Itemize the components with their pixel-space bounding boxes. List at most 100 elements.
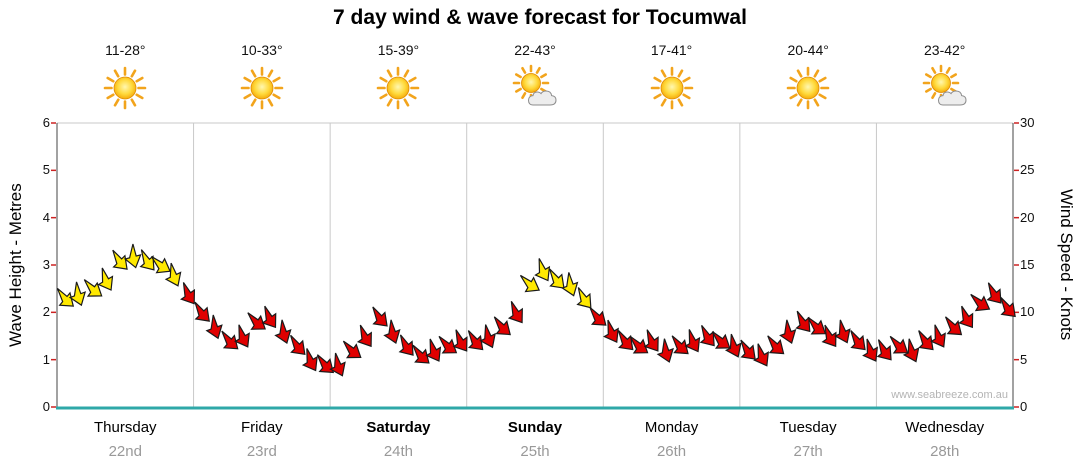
sun-icon [650, 66, 693, 110]
day-label-saturday: Saturday [366, 419, 431, 436]
wind-arrow [301, 348, 318, 372]
wind-arrow [1000, 296, 1016, 318]
wind-arrow [247, 312, 266, 330]
left-axis-tick-label-6: 6 [42, 115, 50, 130]
wind-arrow [493, 316, 511, 336]
left-axis-tick-label-2: 2 [42, 304, 50, 320]
wind-arrow [356, 324, 372, 348]
day-label-friday: Friday [241, 419, 283, 436]
wind-arrow [643, 329, 659, 352]
wind-arrow [656, 338, 674, 363]
wind-arrow [316, 354, 335, 374]
wind-arrow [958, 305, 974, 329]
wind-arrow [779, 319, 797, 345]
wind-arrow [807, 316, 827, 335]
wind-arrow [740, 339, 756, 360]
wind-arrow [507, 300, 523, 324]
day-label-wednesday: Wednesday [905, 419, 985, 436]
wind-arrow [561, 272, 579, 297]
wind-arrow [629, 335, 649, 354]
right-axis-tick-label-10: 10 [1020, 304, 1035, 320]
watermark: www.seabreeze.com.au [891, 389, 1008, 401]
date-label-wednesday: 28th [930, 443, 960, 460]
wind-arrow [452, 329, 468, 352]
left-axis-tick-label-0: 0 [42, 399, 50, 414]
wind-arrow [617, 330, 634, 351]
right-axis-tick-label-20: 20 [1020, 209, 1035, 225]
left-axis-tick-label-3: 3 [42, 257, 50, 272]
wind-arrow [194, 301, 210, 322]
wind-arrow [902, 338, 920, 363]
right-axis-title: Wind Speed - Knots [1057, 189, 1076, 341]
date-label-sunday: 25th [520, 443, 550, 460]
sun-icon [103, 66, 147, 110]
wind-arrow [438, 335, 458, 354]
wind-arrow [164, 262, 182, 287]
date-label-thursday: 22nd [108, 443, 142, 460]
date-label-tuesday: 27th [793, 443, 823, 460]
wind-arrow [671, 335, 689, 355]
wind-arrow [945, 316, 963, 336]
sun-icon [240, 66, 284, 110]
wind-arrow [699, 325, 715, 347]
wind-arrow [179, 282, 196, 305]
left-axis-tick-label-1: 1 [42, 351, 50, 367]
temp-range-thursday: 11-28° [105, 42, 146, 58]
date-label-friday: 23rd [246, 443, 277, 460]
wind-arrow [930, 324, 946, 348]
day-label-sunday: Sunday [507, 419, 563, 436]
wind-arrow [589, 306, 607, 326]
temp-range-sunday: 22-43° [514, 42, 556, 58]
wind-arrow [684, 329, 701, 353]
left-axis-tick-label-4: 4 [42, 209, 50, 225]
sun-icon [377, 66, 420, 110]
temp-range-saturday: 15-39° [377, 42, 420, 58]
wind-arrow [862, 338, 878, 362]
wind-arrow [519, 274, 541, 293]
wind-arrow [274, 319, 292, 345]
date-label-saturday: 24th [383, 443, 414, 460]
wind-arrow [467, 330, 484, 351]
wind-arrow [876, 339, 892, 361]
wind-arrow [139, 249, 155, 271]
wind-arrow [795, 310, 811, 333]
wind-arrow [412, 344, 430, 364]
wind-arrow [383, 319, 401, 345]
wind-arrow [724, 333, 742, 358]
wind-arrow [970, 293, 991, 312]
wind-arrow [918, 330, 934, 351]
wind-arrow [603, 319, 619, 344]
left-axis-tick-label-5: 5 [42, 162, 50, 178]
day-label-monday: Monday [644, 419, 699, 436]
wind-arrow [372, 306, 388, 327]
wind-arrow [753, 343, 769, 367]
day-label-tuesday: Tuesday [779, 419, 837, 436]
wind-arrow [112, 249, 128, 270]
wind-arrow [711, 331, 731, 349]
wind-arrow [986, 282, 1002, 304]
wind-arrow [97, 267, 114, 291]
right-axis-tick-label-15: 15 [1020, 257, 1035, 272]
right-axis-tick-label-5: 5 [1020, 351, 1028, 367]
wind-arrow [56, 287, 75, 307]
wind-arrow [205, 314, 223, 340]
wind-arrow [398, 334, 414, 356]
wind-arrow [68, 281, 87, 307]
wind-arrow [425, 338, 442, 362]
right-axis-tick-label-25: 25 [1020, 162, 1035, 178]
wind-arrow [83, 279, 103, 297]
wind-arrow [123, 243, 142, 269]
sun-cloud-icon [512, 64, 557, 106]
temp-range-wednesday: 23-42° [924, 42, 966, 58]
day-label-thursday: Thursday [94, 419, 157, 436]
wind-arrow [479, 324, 496, 349]
temp-range-friday: 10-33° [241, 42, 283, 58]
right-axis-tick-label-30: 30 [1020, 115, 1035, 130]
sun-icon [786, 66, 830, 110]
wind-arrow [290, 334, 306, 356]
wind-arrow [534, 258, 551, 282]
wind-arrow [234, 324, 250, 348]
wind-arrow [261, 305, 277, 329]
